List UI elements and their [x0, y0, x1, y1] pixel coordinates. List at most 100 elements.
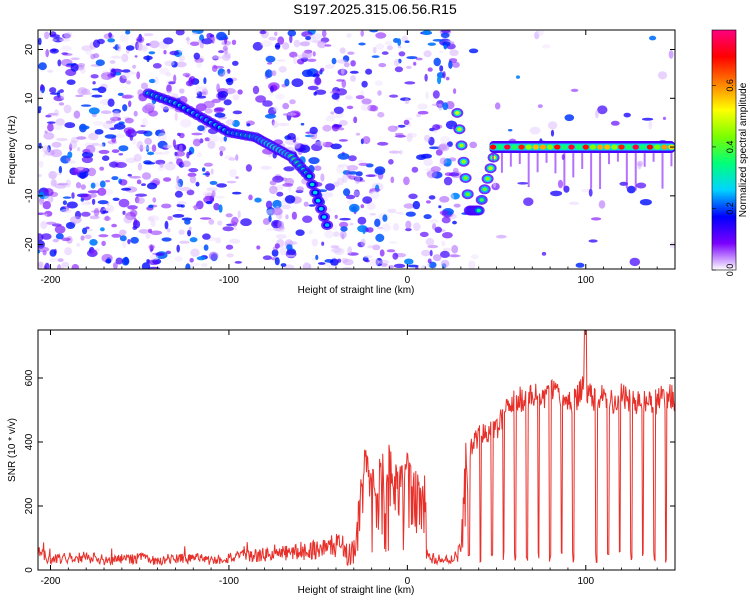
spectrogram-cell — [91, 94, 103, 98]
spectrogram-y-tick-label: 10 — [24, 92, 35, 104]
spectrogram-cell — [570, 88, 579, 92]
spectrogram-cell — [197, 152, 203, 157]
spectrogram-cell — [272, 199, 282, 209]
spectrogram-cell — [112, 110, 120, 119]
spectrogram-cell — [437, 75, 442, 85]
spectrogram-cell — [149, 254, 159, 261]
spectrogram-cell — [301, 31, 313, 38]
spectrogram-cell — [425, 200, 431, 204]
ridge-peak — [455, 111, 460, 115]
spectrogram-cell — [226, 68, 231, 74]
spectrogram-cell — [339, 120, 348, 126]
spectrogram-cell — [339, 47, 346, 54]
spectrogram-cell — [62, 196, 72, 199]
spectrogram-cell — [330, 90, 341, 95]
ridge-band-cell — [532, 144, 540, 150]
spectrogram-cell — [101, 70, 109, 74]
spectrogram-cell — [225, 119, 235, 126]
spectrogram-cell — [97, 86, 107, 94]
spectrogram-cell — [162, 144, 172, 149]
spectrogram-cell — [394, 134, 407, 138]
snr-y-tick-label: 200 — [24, 497, 35, 514]
ridge-band-cell — [625, 144, 632, 150]
spectrogram-cell — [343, 188, 351, 197]
spectrogram-cell — [432, 124, 441, 131]
ridge-band-cell — [639, 144, 647, 150]
spectrogram-cell — [300, 122, 305, 126]
spectrogram-cell — [451, 244, 459, 254]
spectrogram-cell — [161, 203, 172, 209]
ridge-band-cell — [489, 144, 497, 150]
spectrogram-cell — [121, 72, 130, 80]
spectrogram-cell — [172, 214, 185, 218]
spectrogram-cell — [178, 229, 185, 235]
spectrogram-cell — [311, 238, 319, 247]
spectrogram-cell — [235, 154, 239, 161]
spectrogram-cell — [85, 144, 96, 154]
spectrogram-cell — [140, 82, 149, 90]
spectrogram-cell — [345, 194, 356, 200]
spectrogram-cell — [151, 144, 157, 152]
spectrogram-cell — [38, 142, 42, 149]
spectrogram-cell — [245, 164, 252, 172]
spectrogram-cell — [47, 123, 54, 132]
spectrogram-cell — [534, 31, 540, 40]
spectrogram-cell — [342, 174, 348, 183]
spectrogram-cell — [225, 213, 233, 218]
spectrogram-cell — [80, 198, 85, 202]
spectrogram-cell — [260, 165, 272, 170]
band-streak — [581, 153, 584, 169]
spectrogram-cell — [312, 73, 320, 78]
spectrogram-cell — [174, 190, 183, 198]
spectrogram-cell — [193, 52, 200, 60]
spectrogram-cell — [60, 208, 72, 213]
spectrogram-cell — [309, 229, 313, 235]
spectrogram-cell — [118, 153, 124, 156]
spectrogram-cell — [119, 229, 127, 236]
spectrogram-cell — [284, 195, 296, 204]
spectrogram-cell — [597, 105, 608, 115]
spectrogram-cell — [154, 76, 159, 85]
spectrogram-cell — [111, 233, 122, 238]
spectrogram-cell — [649, 35, 657, 41]
spectrogram-cell — [203, 100, 215, 109]
spectrogram-cell — [564, 114, 575, 122]
spectrogram-cell — [228, 157, 236, 161]
spectrogram-cell — [216, 183, 228, 188]
spectrogram-cell — [49, 249, 57, 257]
spectrogram-cell — [189, 41, 200, 47]
spectrogram-cell — [281, 205, 292, 210]
spectrogram-cell — [197, 125, 205, 132]
spectrogram-cell — [360, 30, 365, 37]
spectrogram-cell — [213, 107, 224, 114]
spectrogram-cell — [427, 42, 436, 46]
spectrogram-cell — [404, 40, 410, 43]
spectrogram-cell — [541, 44, 551, 49]
spectrogram-y-tick-label: -20 — [24, 237, 35, 252]
spectrogram-cell — [390, 176, 395, 184]
spectrogram-cell — [211, 55, 223, 59]
spectrogram-cell — [135, 193, 148, 197]
spectrogram-cell — [186, 189, 195, 196]
spectrogram-cell — [339, 231, 347, 239]
spectrogram-cell — [256, 245, 261, 250]
spectrogram-cell — [134, 55, 138, 58]
spectrogram-cell — [386, 249, 396, 253]
spectrogram-cell — [434, 226, 442, 233]
spectrogram-cell — [427, 67, 433, 72]
spectrogram-cell — [122, 210, 126, 215]
spectrogram-cell — [64, 247, 72, 256]
spectrogram-cell — [299, 41, 310, 47]
spectrogram-cell — [182, 72, 191, 77]
spectrogram-cell — [59, 89, 64, 94]
spectrogram-cell — [369, 190, 380, 200]
ridge-band-cell — [596, 144, 604, 150]
spectrogram-cell — [440, 250, 450, 258]
band-streak — [572, 153, 575, 178]
spectrogram-cell — [137, 162, 142, 171]
spectrogram-cell — [325, 183, 335, 191]
spectrogram-cell — [303, 201, 309, 207]
spectrogram-cell — [223, 99, 232, 106]
spectrogram-cell — [176, 201, 187, 205]
spectrogram-cell — [218, 50, 225, 54]
